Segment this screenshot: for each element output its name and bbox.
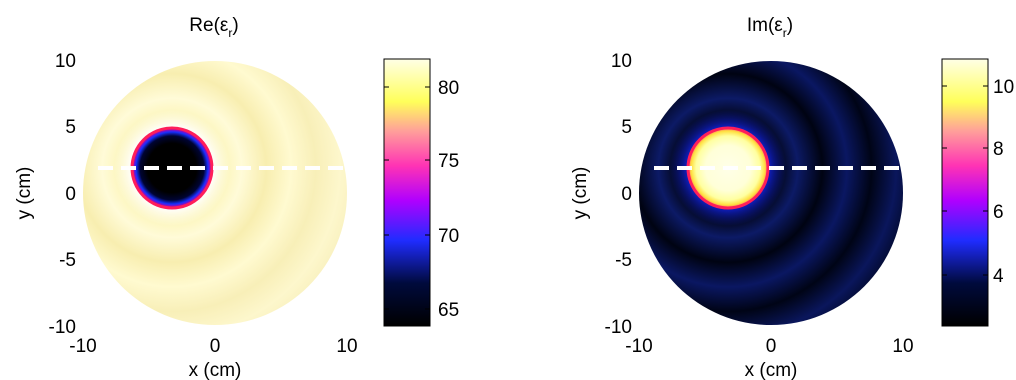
colorbar-tick-label: 8 <box>993 139 1004 160</box>
panel-re: Re(εr) -10 0 10 x (cm) 10 5 0 -5 -10 y (… <box>14 15 459 380</box>
y-axis-label: y (cm) <box>570 167 591 220</box>
tick-label: 10 <box>336 336 357 357</box>
x-axis: -10 0 10 <box>69 336 357 357</box>
tick-label: 0 <box>766 336 777 357</box>
tick-label: 0 <box>65 184 76 205</box>
y-axis: 10 5 0 -5 -10 <box>605 51 632 338</box>
colorbar-tick-label: 80 <box>438 78 459 99</box>
tick-label: -5 <box>615 250 632 271</box>
colorbar-tick-label: 4 <box>993 266 1004 287</box>
colorbar-tick-label: 75 <box>438 151 459 172</box>
colorbar: 10 8 6 4 <box>941 58 1014 327</box>
tick-label: 5 <box>65 117 76 138</box>
tick-label: 10 <box>611 51 632 72</box>
colorbar-tick-label: 6 <box>993 202 1004 223</box>
tick-label: 0 <box>621 184 632 205</box>
tick-label: -10 <box>605 317 632 338</box>
colorbar: 80 75 70 65 <box>383 58 459 327</box>
chart-title: Re(εr) <box>189 15 238 40</box>
chart-title: Im(εr) <box>747 15 793 40</box>
colorbar-scale <box>383 58 431 327</box>
y-axis-label: y (cm) <box>14 167 35 220</box>
colorbar-tick-label: 65 <box>438 300 459 321</box>
tick-label: -10 <box>49 317 76 338</box>
tick-label: -10 <box>69 336 96 357</box>
colorbar-tick-label: 10 <box>993 77 1014 98</box>
tick-label: -5 <box>59 250 76 271</box>
colorbar-scale <box>941 58 989 327</box>
panel-im: Im(εr) -10 0 10 x (cm) 10 5 0 -5 -10 y (… <box>570 15 1014 380</box>
tick-label: 5 <box>621 117 632 138</box>
x-axis: -10 0 10 <box>625 336 913 357</box>
tick-label: 10 <box>55 51 76 72</box>
y-axis: 10 5 0 -5 -10 <box>49 51 76 338</box>
x-axis-label: x (cm) <box>189 360 242 380</box>
tick-label: 0 <box>210 336 221 357</box>
tick-label: -10 <box>625 336 652 357</box>
x-axis-label: x (cm) <box>745 360 798 380</box>
tick-label: 10 <box>892 336 913 357</box>
colorbar-tick-label: 70 <box>438 226 459 247</box>
